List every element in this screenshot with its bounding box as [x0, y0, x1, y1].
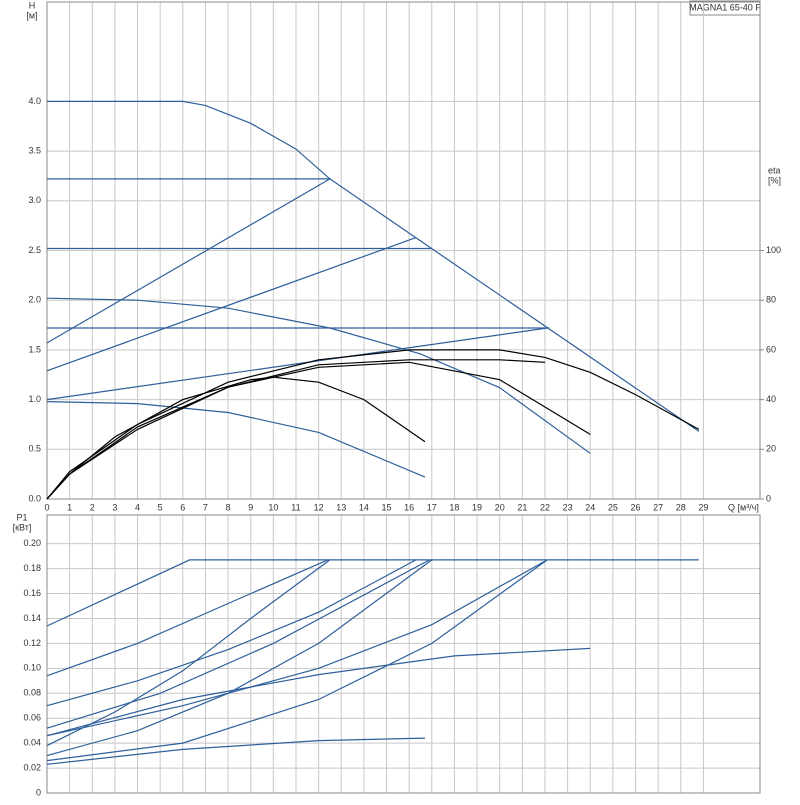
y-unit: [м]	[26, 10, 37, 20]
y-tick-label: 0.14	[23, 613, 41, 623]
curve	[46, 401, 426, 478]
plot-frame	[46, 514, 761, 794]
x-tick-label: 22	[540, 502, 550, 512]
y-tick-label: 2.5	[28, 245, 41, 255]
y2-tick-label: 40	[766, 394, 776, 404]
x-tick-label: 17	[427, 502, 437, 512]
x-tick-label: 18	[449, 502, 459, 512]
y-tick-label: 0.18	[23, 563, 41, 573]
x-tick-label: 10	[268, 502, 278, 512]
y2-tick-label: 100	[766, 245, 781, 255]
y-tick-label: 1.5	[28, 344, 41, 354]
y-tick-label: 3.5	[28, 145, 41, 155]
y2-tick-label: 60	[766, 344, 776, 354]
x-tick-label: 0	[44, 502, 49, 512]
curve	[46, 297, 591, 454]
curve	[46, 178, 331, 344]
y-tick-label: 0.08	[23, 688, 41, 698]
curve	[46, 647, 591, 737]
y-tick-label: 0.0	[28, 493, 41, 503]
y-label: P1	[16, 512, 27, 522]
x-tick-label: 28	[676, 502, 686, 512]
y-tick-label: 0.04	[23, 738, 41, 748]
curve	[46, 559, 433, 757]
y-tick-label: 0.06	[23, 713, 41, 723]
x-tick-label: 7	[203, 502, 208, 512]
plot-frame	[46, 1, 761, 500]
x-label: Q [м³/ч]	[728, 502, 759, 512]
curve	[46, 559, 699, 627]
x-tick-label: 15	[382, 502, 392, 512]
y-tick-label: 0.02	[23, 762, 41, 772]
x-tick-label: 14	[359, 502, 369, 512]
x-tick-label: 27	[653, 502, 663, 512]
curve	[46, 559, 548, 762]
x-tick-label: 25	[608, 502, 618, 512]
x-tick-label: 19	[472, 502, 482, 512]
curve	[46, 376, 426, 500]
y-tick-label: 0.10	[23, 663, 41, 673]
model-title: MAGNA1 65-40 F	[689, 2, 761, 12]
x-tick-label: 5	[158, 502, 163, 512]
y2-tick-label: 0	[766, 493, 771, 503]
x-tick-label: 9	[248, 502, 253, 512]
x-tick-label: 13	[336, 502, 346, 512]
x-tick-label: 2	[90, 502, 95, 512]
x-tick-label: 21	[517, 502, 527, 512]
x-tick-label: 3	[112, 502, 117, 512]
x-tick-label: 20	[495, 502, 505, 512]
y2-tick-label: 80	[766, 295, 776, 305]
x-tick-label: 26	[631, 502, 641, 512]
y-tick-label: 0	[36, 787, 41, 797]
curve	[46, 359, 546, 500]
x-tick-label: 12	[314, 502, 324, 512]
x-tick-label: 8	[226, 502, 231, 512]
x-tick-label: 6	[180, 502, 185, 512]
curve	[46, 559, 417, 707]
y-tick-label: 0.12	[23, 638, 41, 648]
y2-tick-label: 20	[766, 444, 776, 454]
y-tick-label: 0.20	[23, 538, 41, 548]
x-tick-label: 16	[404, 502, 414, 512]
y-unit: [кВт]	[13, 522, 32, 532]
curve	[46, 559, 328, 677]
y-tick-label: 2.0	[28, 295, 41, 305]
curve	[46, 737, 426, 765]
y-tick-label: 3.0	[28, 195, 41, 205]
curve	[46, 327, 548, 401]
y2-unit: [%]	[768, 175, 781, 185]
x-tick-label: 24	[585, 502, 595, 512]
x-tick-label: 11	[291, 502, 300, 512]
x-tick-label: 29	[698, 502, 708, 512]
x-tick-label: 1	[67, 502, 72, 512]
y-tick-label: 0.16	[23, 588, 41, 598]
y2-label: eta	[768, 165, 781, 175]
y-tick-label: 4.0	[28, 96, 41, 106]
curve	[46, 559, 548, 737]
curve	[46, 559, 430, 729]
y-tick-label: 0.5	[28, 444, 41, 454]
curve	[46, 237, 417, 372]
y-tick-label: 1.0	[28, 394, 41, 404]
curve	[46, 349, 700, 500]
y-label: H	[29, 0, 36, 10]
x-tick-label: 23	[563, 502, 573, 512]
x-tick-label: 4	[135, 502, 140, 512]
